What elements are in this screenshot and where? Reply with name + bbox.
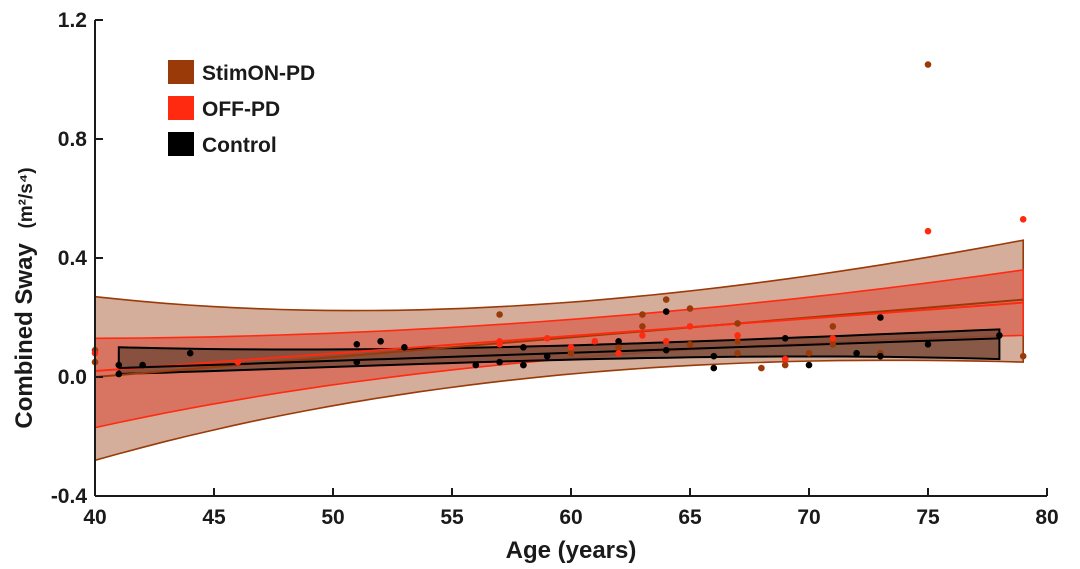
control-point-10	[496, 358, 503, 366]
control-point-12	[520, 361, 527, 369]
y-axis-title-unit: (m²/s⁴)	[16, 167, 37, 228]
off-pd-point-15	[924, 227, 932, 235]
control-point-4	[186, 349, 194, 357]
control-point-20	[805, 361, 813, 369]
stimon-pd-point-17	[805, 349, 813, 357]
control-point-23	[877, 352, 884, 360]
off-pd-point-2	[234, 358, 242, 366]
control-point-22	[877, 314, 884, 321]
control-fit-line	[118, 337, 1000, 370]
x-tick-label-55: 55	[440, 506, 464, 529]
stimon-pd-point-11	[686, 341, 694, 348]
legend: StimON-PD OFF-PD Control	[168, 60, 315, 157]
control-point-5	[353, 341, 361, 348]
stimon-pd-point-3	[496, 311, 503, 318]
control-point-2	[115, 370, 123, 378]
control-point-3	[139, 361, 146, 369]
stimon-pd-point-14	[734, 349, 741, 357]
stimon-pd-point-13	[734, 338, 741, 345]
stimon-pd-legend-label: StimON-PD	[202, 62, 315, 85]
control-point-18	[710, 364, 718, 372]
stimon-pd-point-22	[1019, 352, 1027, 360]
stimon-pd-point-12	[734, 320, 741, 327]
x-tick-label-50: 50	[321, 506, 344, 529]
control-point-6	[353, 358, 361, 366]
control-legend-swatch	[168, 132, 194, 156]
regression-lines	[94, 298, 1024, 378]
off-pd-point-4	[496, 341, 503, 348]
off-pd-fit-line	[94, 301, 1024, 373]
off-pd-point-10	[662, 338, 670, 345]
off-pd-point-6	[567, 344, 575, 351]
control-point-21	[853, 349, 860, 357]
stimon-pd-legend-swatch	[168, 60, 194, 84]
x-tick-label-65: 65	[678, 506, 702, 529]
off-pd-point-9	[639, 332, 646, 339]
off-pd-point-11	[686, 323, 694, 330]
control-confidence-band	[117, 328, 1001, 376]
y-tick-label--0.4: -0.4	[51, 485, 88, 508]
stimon-pd-point-19	[829, 341, 837, 348]
control-point-25	[996, 332, 1003, 339]
y-axis-title-main: Combined Sway	[11, 243, 38, 429]
off-pd-point-13	[781, 355, 789, 363]
control-legend-label: Control	[202, 134, 277, 157]
stimon-pd-point-18	[829, 323, 837, 330]
off-pd-point-16	[1019, 216, 1027, 223]
off-pd-point-5	[543, 335, 551, 342]
control-point-14	[615, 338, 622, 345]
stimon-pd-point-6	[615, 344, 622, 351]
control-point-1	[115, 361, 123, 369]
control-point-7	[377, 338, 384, 345]
ticks: 40 45 50 55 60 65 70 75 80 -0.4 0.0 0.4 0.8 1.2	[51, 9, 1059, 529]
x-tick-label-75: 75	[916, 506, 940, 529]
control-point-19	[781, 335, 789, 342]
y-tick-label-1.2: 1.2	[58, 9, 87, 32]
control-point-17	[710, 352, 718, 360]
x-tick-label-80: 80	[1035, 506, 1058, 529]
data-points	[91, 61, 1027, 378]
off-pd-legend-swatch	[168, 96, 194, 120]
stimon-pd-point-5	[567, 349, 575, 357]
x-tick-label-60: 60	[559, 506, 582, 529]
off-pd-legend-label: OFF-PD	[202, 98, 280, 121]
stimon-pd-point-16	[781, 361, 789, 369]
x-tick-label-70: 70	[797, 506, 820, 529]
off-pd-point-7	[591, 338, 599, 345]
y-tick-label-0.0: 0.0	[58, 366, 87, 389]
stimon-pd-point-7	[639, 311, 646, 318]
off-pd-point-14	[829, 335, 837, 342]
stimon-pd-point-8	[639, 323, 646, 330]
stimon-pd-point-9	[662, 296, 670, 303]
control-point-13	[543, 352, 551, 360]
y-axis-title: Combined Sway (m²/s⁴)	[11, 167, 38, 428]
x-axis-title: Age (years)	[506, 537, 637, 564]
control-point-8	[401, 344, 408, 351]
off-pd-point-8	[615, 349, 622, 357]
stimon-pd-point-10	[686, 305, 694, 312]
stimon-pd-point-15	[758, 364, 765, 372]
control-point-15	[662, 308, 670, 315]
stimon-pd-point-21	[924, 61, 932, 68]
x-tick-label-40: 40	[83, 506, 106, 529]
off-pd-point-12	[734, 332, 741, 339]
y-tick-label-0.8: 0.8	[58, 128, 88, 151]
x-tick-label-45: 45	[202, 506, 226, 529]
control-point-11	[520, 344, 527, 351]
control-point-9	[472, 361, 480, 369]
y-tick-label-0.4: 0.4	[58, 247, 88, 270]
confidence-bands	[94, 239, 1024, 462]
control-point-16	[662, 346, 670, 354]
control-point-24	[924, 341, 932, 348]
